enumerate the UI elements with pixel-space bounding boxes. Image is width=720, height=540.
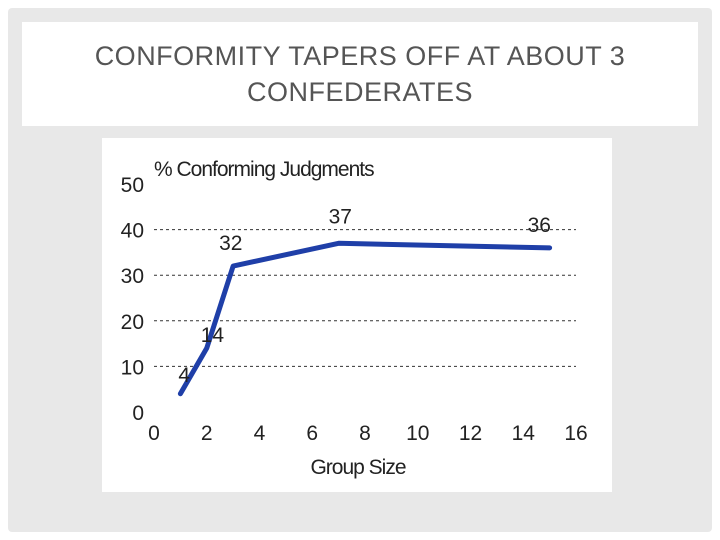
x-tick-label: 2 <box>201 422 213 445</box>
line-chart: 0 10 20 30 40 50 0 2 4 6 8 10 12 14 16 4 14 32 37 36 % Con… <box>121 158 588 479</box>
y-tick-label: 40 <box>121 220 144 243</box>
x-tick-label: 14 <box>512 422 536 445</box>
series-line <box>177 240 553 397</box>
data-label: 36 <box>528 214 551 237</box>
title-box: CONFORMITY TAPERS OFF AT ABOUT 3 CONFEDE… <box>22 22 698 126</box>
tick-labels: 0 10 20 30 40 50 0 2 4 6 8 10 12 14 16 <box>121 174 588 445</box>
series <box>177 240 553 397</box>
y-tick-label: 30 <box>121 265 144 288</box>
y-tick-label: 10 <box>121 356 144 379</box>
data-label: 32 <box>219 232 242 255</box>
x-tick-label: 8 <box>359 422 371 445</box>
grid-lines <box>154 229 576 367</box>
slide-title: CONFORMITY TAPERS OFF AT ABOUT 3 CONFEDE… <box>94 41 626 107</box>
x-tick-label: 0 <box>148 422 160 445</box>
x-tick-label: 6 <box>306 422 318 445</box>
chart-title: % Conforming Judgments <box>154 158 374 181</box>
x-tick-label: 16 <box>564 422 587 445</box>
x-tick-label: 12 <box>459 422 482 445</box>
x-tick-label: 4 <box>254 422 266 445</box>
chart-panel: 0 10 20 30 40 50 0 2 4 6 8 10 12 14 16 4 14 32 37 36 % Con… <box>102 138 612 492</box>
data-labels: 4 14 32 37 36 <box>178 205 551 386</box>
data-label: 14 <box>201 324 225 347</box>
y-tick-label: 0 <box>132 402 144 425</box>
y-tick-label: 50 <box>121 174 144 197</box>
x-tick-label: 10 <box>406 422 429 445</box>
y-tick-label: 20 <box>121 311 144 334</box>
x-axis-title: Group Size <box>310 456 405 479</box>
data-label: 37 <box>329 205 352 228</box>
data-label: 4 <box>178 364 190 387</box>
